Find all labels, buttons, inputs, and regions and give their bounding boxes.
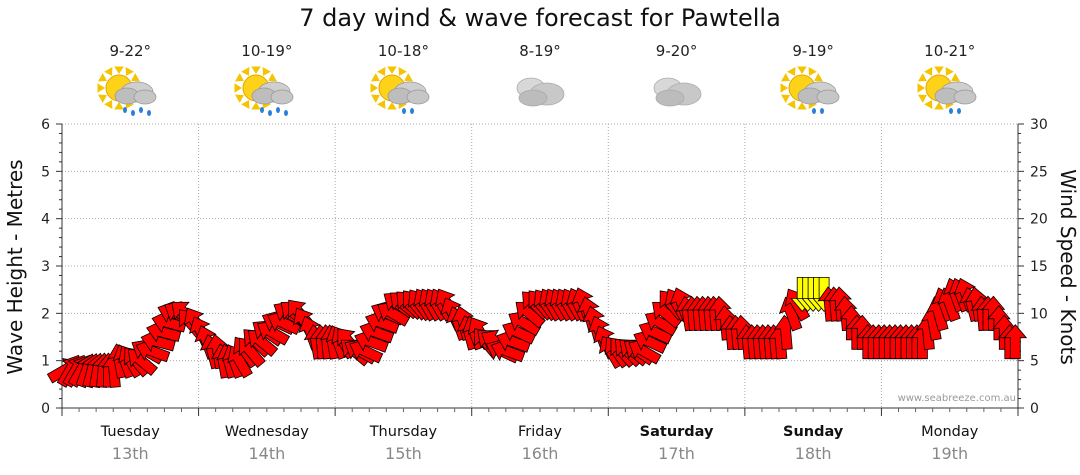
left-axis-title: Wave Height - Metres — [3, 159, 27, 374]
right-tick-label: 15 — [1030, 259, 1048, 275]
left-tick-label: 6 — [41, 117, 50, 133]
day-date-label: 15th — [385, 444, 422, 463]
right-tick-label: 30 — [1030, 117, 1048, 133]
right-tick-label: 25 — [1030, 164, 1048, 180]
weather-day: 9-19° — [758, 42, 868, 122]
left-tick-label: 3 — [41, 259, 50, 275]
wind-arrow — [490, 338, 526, 363]
weather-day: 10-19° — [212, 42, 322, 122]
temperature-range: 9-22° — [109, 42, 152, 60]
right-tick-label: 20 — [1030, 212, 1048, 228]
day-date-label: 14th — [248, 444, 285, 463]
day-name-label: Thursday — [369, 424, 438, 440]
left-tick-label: 2 — [41, 306, 50, 322]
day-name-label: Sunday — [783, 424, 844, 440]
day-date-label: 16th — [522, 444, 559, 463]
day-date-label: 13th — [112, 444, 149, 463]
sun-cloud-rain-icon — [75, 62, 185, 122]
temperature-range: 9-20° — [655, 42, 698, 60]
right-tick-label: 10 — [1030, 306, 1048, 322]
weather-day: 10-21° — [895, 42, 1005, 122]
sun-cloud-rain-icon — [212, 62, 322, 122]
day-name-label: Friday — [518, 424, 562, 440]
wind-arrow — [633, 329, 668, 354]
wind-arrow — [140, 329, 176, 353]
left-tick-label: 5 — [41, 164, 50, 180]
temperature-range: 10-19° — [241, 42, 293, 60]
credit-text: www.seabreeze.com.au — [898, 393, 1016, 404]
wind-arrow — [354, 329, 389, 353]
weather-day: 9-20° — [622, 42, 732, 122]
weather-day: 10-18° — [348, 42, 458, 122]
day-name-label: Monday — [921, 424, 979, 440]
sun-cloud-showers-icon — [758, 62, 868, 122]
day-date-label: 17th — [658, 444, 695, 463]
sun-cloud-showers-icon — [348, 62, 458, 122]
wind-arrow — [135, 338, 171, 363]
weather-day: 9-22° — [75, 42, 185, 122]
right-tick-label: 5 — [1030, 354, 1039, 370]
wind-arrow — [1003, 324, 1028, 360]
day-date-label: 19th — [931, 444, 968, 463]
sun-cloud-showers-icon — [895, 62, 1005, 122]
temperature-range: 10-18° — [377, 42, 429, 60]
left-tick-label: 0 — [41, 401, 50, 417]
temperature-range: 8-19° — [519, 42, 561, 60]
wind-arrows — [46, 276, 1028, 389]
day-name-label: Wednesday — [225, 424, 309, 440]
wind-arrow — [146, 319, 182, 343]
day-name-label: Saturday — [640, 424, 714, 440]
day-labels: Tuesday 13th Wednesday 14th Thursday 15th Frid… — [100, 424, 979, 463]
chart-title: 7 day wind & wave forecast for Pawtella — [299, 4, 781, 32]
temperature-range: 10-21° — [924, 42, 976, 60]
day-name-label: Tuesday — [100, 424, 160, 440]
cloud-icon — [622, 62, 732, 122]
day-date-label: 18th — [795, 444, 832, 463]
temperature-range: 9-19° — [792, 42, 834, 60]
left-tick-label: 4 — [41, 212, 50, 228]
right-tick-label: 0 — [1030, 401, 1039, 417]
cloud-icon — [485, 62, 595, 122]
weather-day: 8-19° — [485, 42, 595, 122]
wind-arrow — [359, 319, 395, 344]
left-tick-label: 1 — [41, 354, 50, 370]
chart-grid — [62, 123, 1018, 408]
chart-axes: 0 1 2 3 4 5 6 0 5 10 15 20 25 30 — [41, 117, 1048, 417]
right-axis-title: Wind Speed - Knots — [1056, 169, 1080, 365]
